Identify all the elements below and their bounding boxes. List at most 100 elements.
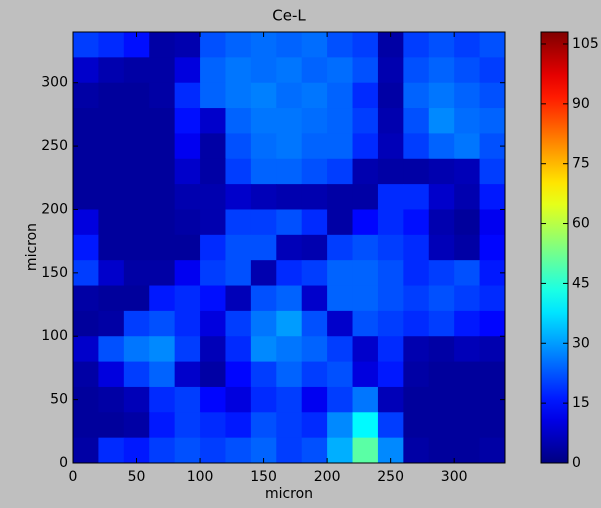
heatmap-cell (377, 260, 404, 287)
x-tick-label: 200 (314, 469, 341, 485)
heatmap-cell (403, 133, 430, 160)
heatmap-cell (123, 336, 150, 363)
heatmap-cell (428, 133, 455, 160)
heatmap-cell (73, 412, 99, 439)
heatmap-cell (479, 437, 506, 464)
heatmap-cell (123, 412, 150, 439)
heatmap-cell (479, 361, 506, 388)
heatmap-cell (301, 82, 328, 109)
heatmap-cell (250, 209, 277, 236)
heatmap-cell (301, 184, 328, 210)
heatmap-cell (301, 310, 328, 337)
heatmap-cell (200, 158, 226, 185)
heatmap-cell (123, 133, 150, 160)
heatmap-cell (250, 412, 277, 439)
heatmap-cell (479, 336, 506, 363)
heatmap-cell (352, 158, 379, 185)
heatmap-cell (98, 336, 125, 363)
heatmap-cell (377, 285, 404, 312)
heatmap-cell (403, 32, 430, 58)
heatmap-cell (454, 209, 481, 236)
heatmap-cell (174, 437, 201, 464)
heatmap-cell (276, 133, 303, 160)
heatmap-cell (377, 158, 404, 185)
heatmap-cell (377, 412, 404, 439)
colorbar-tick-label: 15 (572, 395, 590, 411)
heatmap-cell (200, 412, 226, 439)
heatmap-cell (98, 386, 125, 413)
heatmap-cell (174, 234, 201, 261)
heatmap-cell (276, 361, 303, 388)
heatmap-cell (123, 184, 150, 210)
heatmap-cell (250, 234, 277, 261)
heatmap-cell (403, 310, 430, 337)
heatmap-cell (352, 361, 379, 388)
heatmap-cell (352, 108, 379, 134)
heatmap-cell (352, 310, 379, 337)
heatmap-cell (403, 82, 430, 109)
heatmap-cell (200, 32, 226, 58)
heatmap-cell (479, 184, 506, 210)
heatmap-cell (301, 108, 328, 134)
heatmap-cell (377, 209, 404, 236)
heatmap-cell (98, 412, 125, 439)
colorbar-tick-label: 45 (572, 275, 590, 291)
heatmap-cell (174, 32, 201, 58)
heatmap-cell (225, 133, 252, 160)
heatmap-cell (73, 285, 99, 312)
colorbar-tick-label: 60 (572, 216, 590, 232)
heatmap-cell (123, 285, 150, 312)
heatmap-cell (327, 285, 354, 312)
heatmap-cell (428, 234, 455, 261)
heatmap-cell (301, 260, 328, 287)
heatmap-cell (327, 310, 354, 337)
x-tick-label: 100 (187, 469, 214, 485)
heatmap-cell (479, 82, 506, 109)
heatmap-cell (73, 310, 99, 337)
y-tick-label: 50 (50, 392, 68, 408)
colorbar-tick-label: 0 (572, 455, 581, 471)
heatmap-cell (301, 57, 328, 84)
heatmap-cell (352, 437, 379, 464)
heatmap-cell (301, 158, 328, 185)
heatmap-cell (250, 260, 277, 287)
heatmap-cell (174, 57, 201, 84)
heatmap-cell (301, 336, 328, 363)
heatmap-cell (352, 285, 379, 312)
heatmap-cell (428, 310, 455, 337)
heatmap-cell (98, 361, 125, 388)
heatmap-cell (98, 57, 125, 84)
heatmap-cell (200, 57, 226, 84)
heatmap-cell (174, 158, 201, 185)
heatmap-cell (174, 412, 201, 439)
heatmap-cell (200, 310, 226, 337)
x-tick-label: 300 (441, 469, 468, 485)
heatmap-cell (454, 260, 481, 287)
heatmap-cell (403, 336, 430, 363)
heatmap-cell (123, 158, 150, 185)
heatmap-cell (454, 234, 481, 261)
heatmap-cell (98, 285, 125, 312)
heatmap-cell (250, 336, 277, 363)
heatmap-cell (454, 412, 481, 439)
heatmap-cell (327, 82, 354, 109)
heatmap-cell (225, 209, 252, 236)
heatmap-cell (276, 310, 303, 337)
heatmap-cell (200, 260, 226, 287)
heatmap-cell (428, 158, 455, 185)
heatmap-cell (73, 209, 99, 236)
heatmap-cell (149, 209, 176, 236)
heatmap-cell (479, 209, 506, 236)
y-tick-label: 300 (41, 75, 68, 91)
heatmap-cell (454, 82, 481, 109)
x-tick-label: 50 (128, 469, 146, 485)
heatmap-cell (73, 361, 99, 388)
heatmap-cell (276, 336, 303, 363)
heatmap-cell (428, 82, 455, 109)
heatmap-cell (98, 158, 125, 185)
heatmap-cell (98, 108, 125, 134)
heatmap-cell (123, 386, 150, 413)
heatmap-cell (327, 336, 354, 363)
heatmap-cell (428, 57, 455, 84)
heatmap-cell (276, 108, 303, 134)
